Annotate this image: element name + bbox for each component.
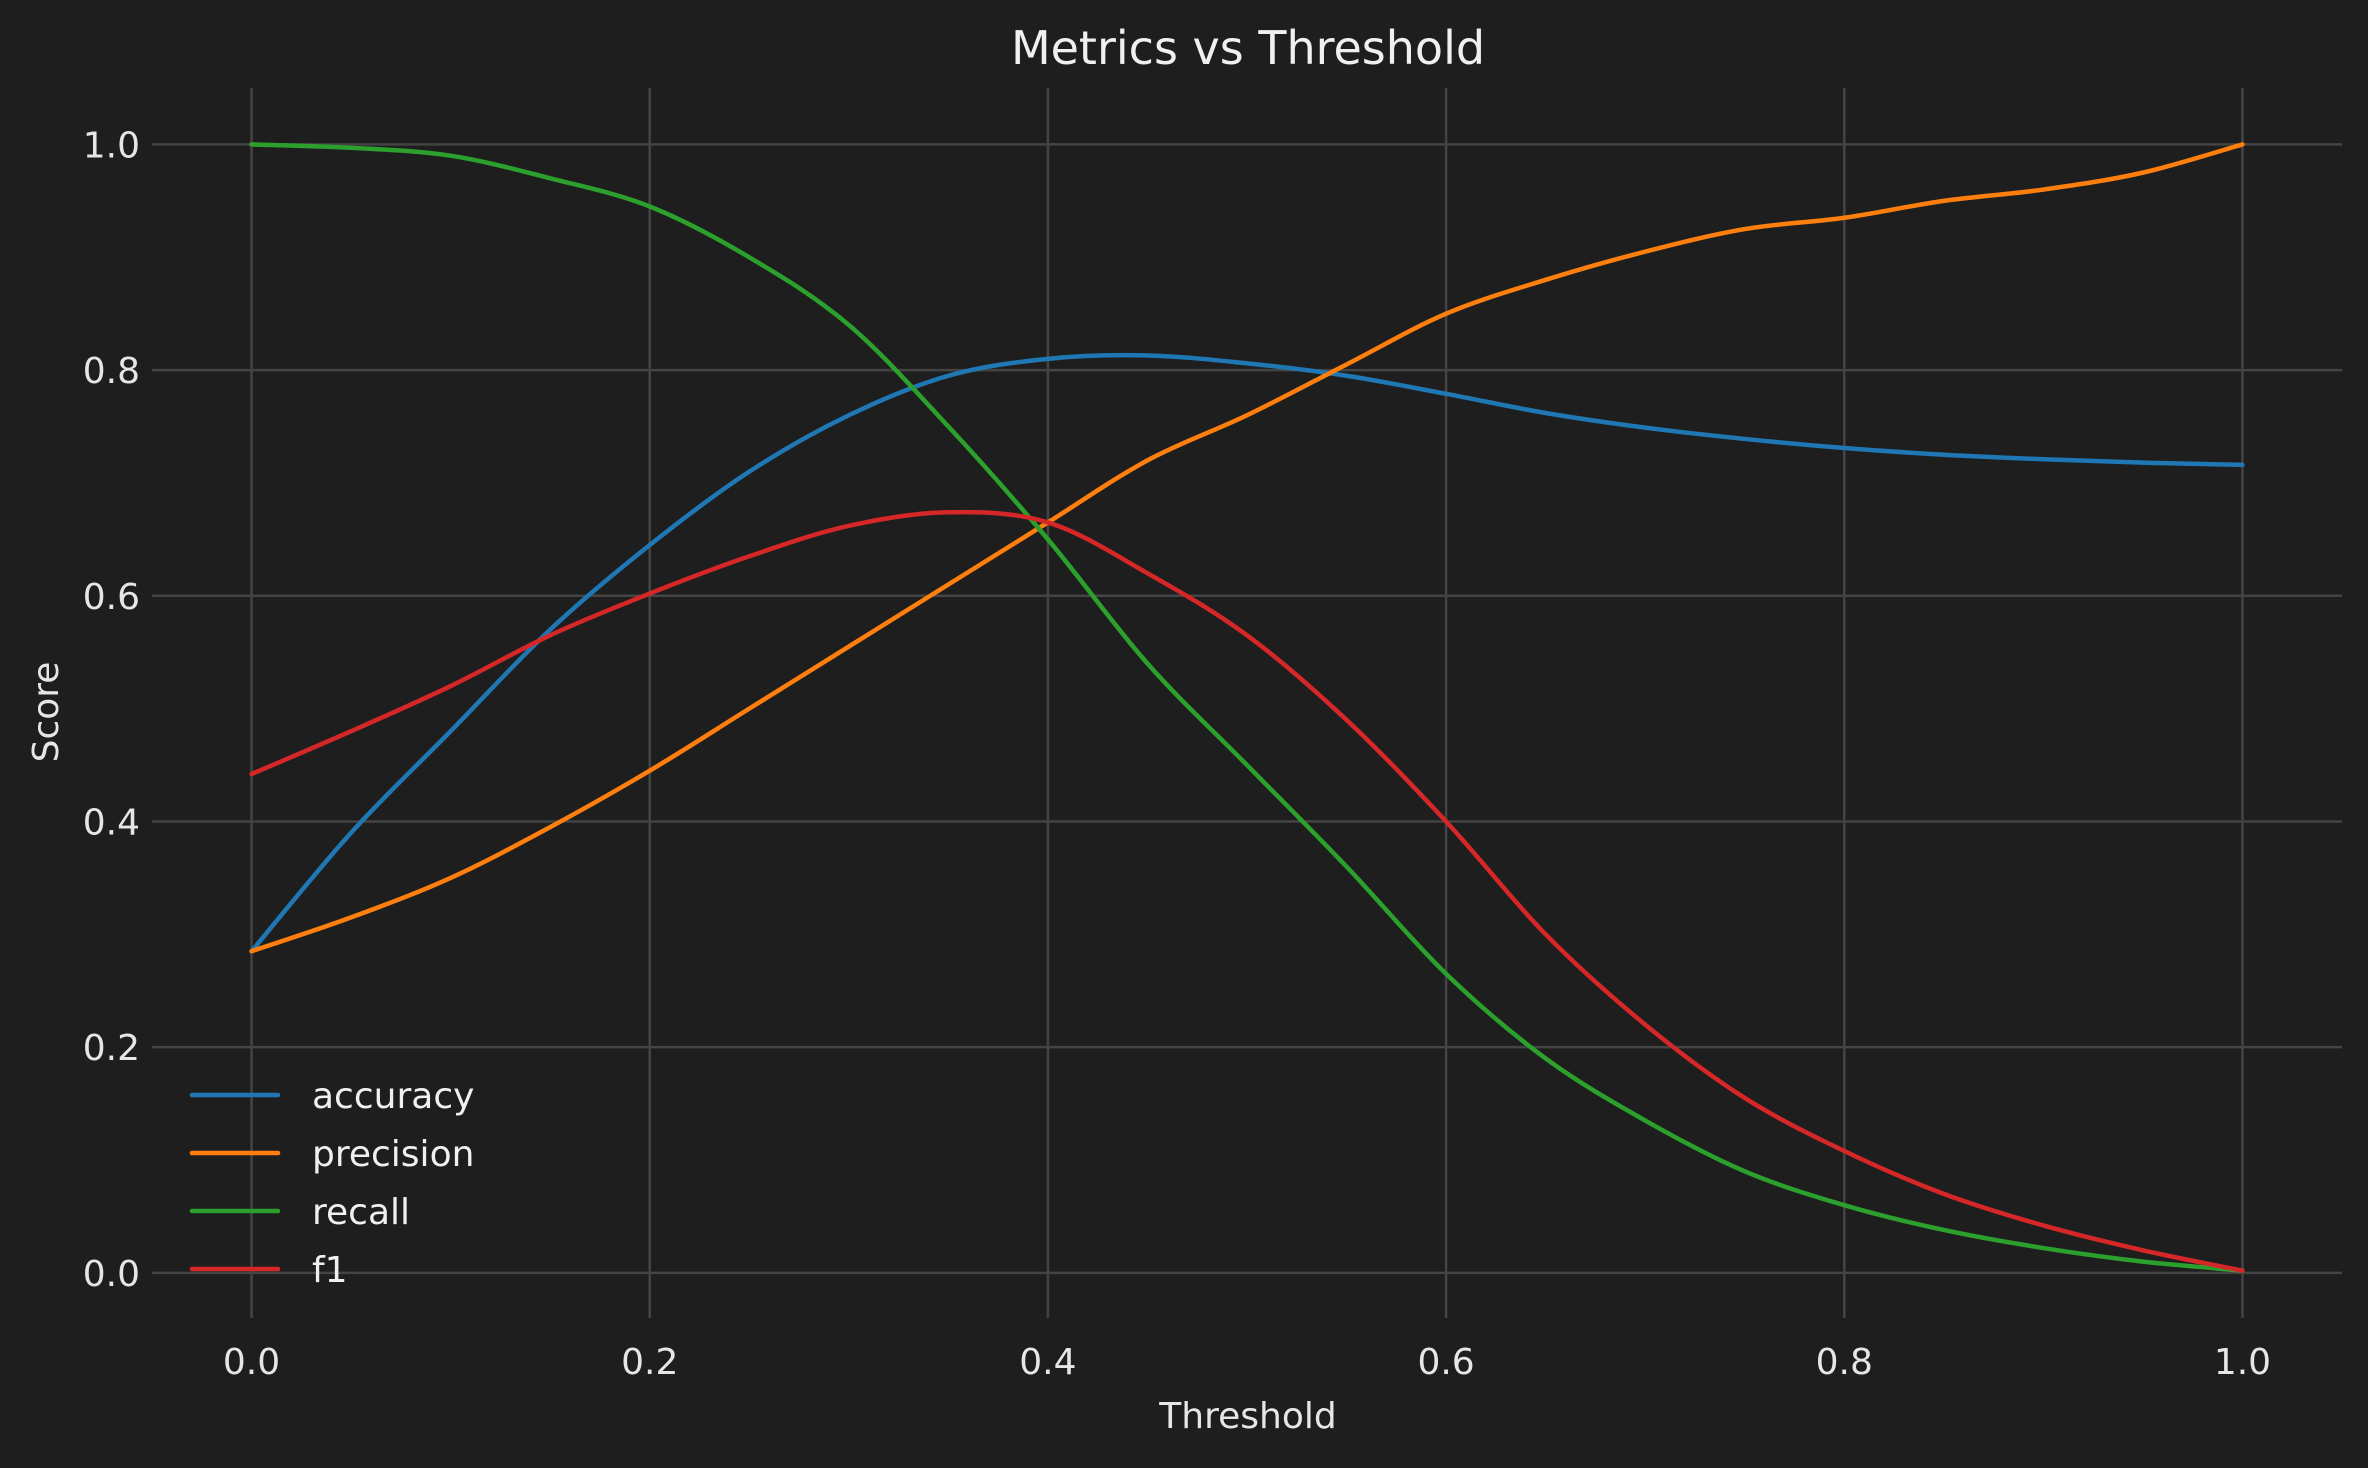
series-line-precision [249, 142, 2245, 954]
y-tick-label: 1.0 [83, 125, 140, 166]
series-lines [249, 142, 2245, 1273]
x-tick-label: 0.8 [1816, 1342, 1873, 1383]
x-tick-label: 0.6 [1417, 1342, 1474, 1383]
x-tick-label: 0.2 [621, 1342, 678, 1383]
legend-label-f1: f1 [312, 1250, 348, 1291]
y-tick-label: 0.4 [83, 802, 140, 843]
series-line-recall [249, 142, 2245, 1273]
y-tick-label: 0.2 [83, 1028, 140, 1069]
x-tick-label: 0.4 [1019, 1342, 1076, 1383]
legend-label-recall: recall [312, 1192, 410, 1233]
y-tick-label: 0.6 [83, 577, 140, 618]
y-tick-label: 0.8 [83, 351, 140, 392]
legend-label-precision: precision [312, 1134, 474, 1175]
x-tick-label: 0.0 [223, 1342, 280, 1383]
x-axis-label: Threshold [1158, 1396, 1336, 1437]
tick-labels: 0.0 0.2 0.4 0.6 0.8 1.0 0.0 0.2 0.4 0.6 0.8 1.0 [83, 125, 2271, 1383]
series-line-accuracy [249, 352, 2245, 954]
y-axis-label: Score [26, 662, 67, 763]
legend: accuracy precision recall f1 [189, 1076, 474, 1291]
grid [152, 88, 2342, 1318]
series-line-f1 [249, 509, 2245, 1273]
legend-label-accuracy: accuracy [312, 1076, 474, 1117]
x-tick-label: 1.0 [2214, 1342, 2271, 1383]
y-tick-label: 0.0 [83, 1254, 140, 1295]
chart-title: Metrics vs Threshold [1011, 21, 1485, 75]
